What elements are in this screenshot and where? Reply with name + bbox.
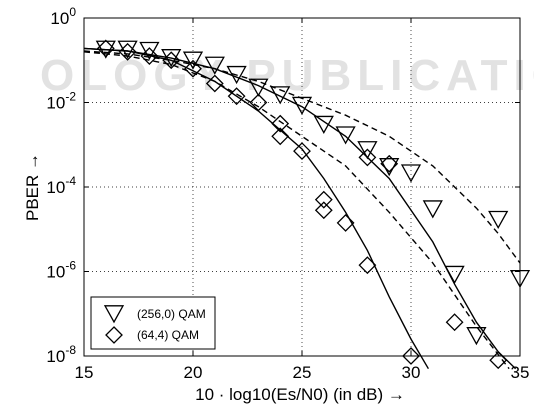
triangle-marker <box>161 49 182 68</box>
x-tick-label: 30 <box>402 363 421 382</box>
triangle-marker <box>291 96 313 115</box>
diamond-marker <box>489 351 508 370</box>
diamond-marker <box>445 313 464 332</box>
solid-curve <box>83 47 517 370</box>
diamond-marker <box>271 127 290 146</box>
diamond-marker <box>271 114 290 133</box>
y-tick-label: 10-8 <box>46 343 76 366</box>
legend-triangle-marker <box>103 305 125 324</box>
y-tick-exponent: -4 <box>65 174 76 188</box>
legend-label-256-0-qam: (256,0) QAM <box>137 307 206 321</box>
y-tick-label: 10-6 <box>46 259 76 282</box>
y-tick-exponent: -8 <box>65 343 76 357</box>
dashed-curve <box>83 51 510 370</box>
y-tick-exponent: 0 <box>69 5 76 19</box>
triangle-marker <box>270 86 291 105</box>
diamond-marker <box>227 87 246 106</box>
diamond-marker <box>249 93 268 112</box>
triangle-marker <box>226 65 247 85</box>
diamond-marker <box>205 74 224 93</box>
diamond-marker <box>314 190 333 209</box>
marker-group <box>95 39 531 370</box>
y-tick-label: 10-4 <box>46 174 76 197</box>
legend-diamond-marker <box>105 326 123 344</box>
diamond-marker <box>402 347 420 365</box>
triangle-marker <box>422 200 443 219</box>
x-tick-label: 25 <box>293 363 312 382</box>
diamond-marker <box>293 142 311 161</box>
triangle-marker <box>357 141 378 160</box>
diamond-marker <box>358 148 377 167</box>
grid-lines <box>84 18 520 356</box>
diamond-marker <box>358 256 377 275</box>
x-tick-labels: 15 20 25 30 35 <box>75 363 530 382</box>
diamond-marker <box>118 42 137 61</box>
y-axis-label: PBER → <box>23 153 42 221</box>
diamond-marker <box>105 326 123 344</box>
triangle-marker <box>400 164 422 183</box>
diamond-marker <box>96 39 115 58</box>
x-tick-label: 35 <box>511 363 530 382</box>
triangle-marker <box>444 265 465 284</box>
diamond-marker <box>314 201 333 220</box>
triangle-marker <box>488 210 509 230</box>
tick-marks <box>83 17 521 357</box>
triangle-marker <box>117 40 138 59</box>
triangle-marker <box>139 41 160 61</box>
y-tick-exponent: -2 <box>65 90 76 104</box>
diamond-marker <box>162 51 181 70</box>
legend: (256,0) QAM (64,4) QAM <box>90 296 216 350</box>
x-tick-label: 20 <box>184 363 203 382</box>
triangle-marker <box>248 78 269 97</box>
triangle-marker <box>313 115 334 134</box>
triangle-marker <box>466 327 487 346</box>
diamond-marker <box>140 47 159 65</box>
legend-label-64-4-qam: (64,4) QAM <box>137 328 199 342</box>
y-tick-exponent: -6 <box>65 259 76 273</box>
triangle-marker <box>103 305 125 324</box>
diamond-marker <box>380 154 399 173</box>
diamond-marker <box>184 59 202 78</box>
y-tick-label: 10-2 <box>46 90 76 113</box>
y-tick-label: 100 <box>50 5 76 28</box>
triangle-marker <box>204 56 225 75</box>
x-axis-label: 10 · log10(Es/N0) (in dB) → <box>195 385 405 404</box>
triangle-marker <box>182 51 204 70</box>
x-tick-label: 15 <box>75 363 94 382</box>
triangle-marker <box>335 126 356 145</box>
watermark-text: OLOGY PUBLICATION <box>40 51 534 100</box>
diamond-marker <box>336 213 355 232</box>
